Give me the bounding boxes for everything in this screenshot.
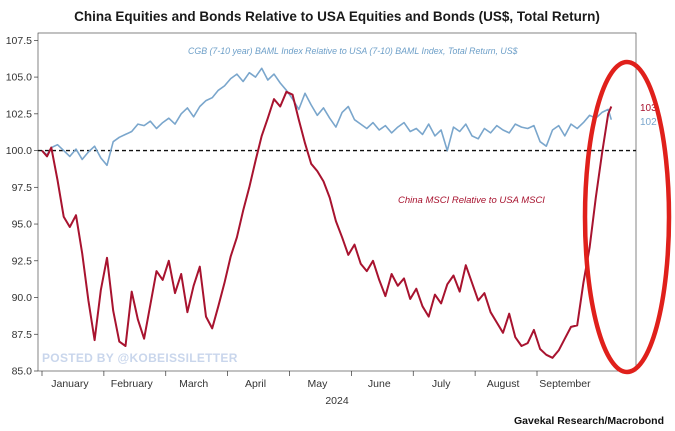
y-tick-label: 102.5 (6, 108, 32, 120)
x-tick-label: July (432, 378, 451, 390)
series-line-cgb-bonds (41, 67, 613, 167)
x-tick-label: August (487, 378, 520, 390)
x-axis: January February March April May June July Augu… (41, 371, 591, 390)
x-tick-label: January (51, 378, 89, 390)
x-tick-label: February (111, 378, 154, 390)
x-tick-label: June (368, 378, 391, 390)
y-tick-label: 97.5 (12, 182, 33, 194)
end-label-bonds: 102 (640, 117, 657, 128)
plot-area (37, 32, 637, 372)
x-tick-label: May (308, 378, 329, 390)
y-tick-label: 92.5 (12, 255, 33, 267)
annotation-bonds: CGB (7-10 year) BAML Index Relative to U… (188, 46, 519, 56)
series-line-china-msci (41, 90, 613, 359)
x-tick-label: March (179, 378, 208, 390)
y-tick-label: 90.0 (12, 292, 33, 304)
y-tick-label: 107.5 (6, 35, 32, 47)
chart-title: China Equities and Bonds Relative to USA… (74, 9, 600, 24)
source-credit: Gavekal Research/Macrobond (514, 415, 664, 427)
y-axis: 85.0 87.5 90.0 92.5 95.0 97.5 100.0 102.5 105.0 1… (6, 35, 38, 378)
x-tick-label: April (245, 378, 266, 390)
x-tick-label: September (539, 378, 591, 390)
highlight-ellipse (582, 59, 672, 375)
end-label-equities: 103 (640, 103, 657, 114)
x-axis-year-label: 2024 (325, 395, 349, 407)
y-tick-label: 105.0 (6, 72, 32, 84)
y-tick-label: 95.0 (12, 219, 33, 231)
annotation-equities: China MSCI Relative to USA MSCI (398, 195, 545, 206)
watermark: POSTED BY @KOBEISSILETTER (42, 351, 238, 365)
y-tick-label: 85.0 (12, 366, 33, 378)
plot-frame (37, 32, 637, 372)
y-tick-label: 87.5 (12, 329, 33, 341)
y-tick-label: 100.0 (6, 145, 32, 157)
